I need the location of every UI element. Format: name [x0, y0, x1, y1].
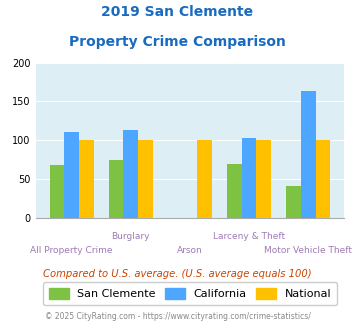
Text: 2019 San Clemente: 2019 San Clemente	[102, 5, 253, 19]
Bar	[197, 140, 212, 218]
Legend: San Clemente, California, National: San Clemente, California, National	[43, 282, 337, 305]
Bar	[227, 163, 242, 218]
Bar	[286, 186, 301, 218]
Bar	[109, 160, 124, 218]
Bar	[138, 140, 153, 218]
Text: © 2025 CityRating.com - https://www.cityrating.com/crime-statistics/: © 2025 CityRating.com - https://www.city…	[45, 312, 310, 321]
Text: Compared to U.S. average. (U.S. average equals 100): Compared to U.S. average. (U.S. average …	[43, 269, 312, 279]
Bar	[50, 165, 64, 218]
Bar	[256, 140, 271, 218]
Bar	[316, 140, 330, 218]
Text: All Property Crime: All Property Crime	[31, 246, 113, 254]
Bar	[79, 140, 94, 218]
Text: Property Crime Comparison: Property Crime Comparison	[69, 35, 286, 49]
Text: Arson: Arson	[177, 246, 203, 254]
Bar	[242, 138, 256, 218]
Bar	[124, 130, 138, 218]
Bar	[301, 91, 316, 218]
Text: Larceny & Theft: Larceny & Theft	[213, 232, 285, 241]
Bar	[64, 132, 79, 218]
Text: Burglary: Burglary	[111, 232, 150, 241]
Text: Motor Vehicle Theft: Motor Vehicle Theft	[264, 246, 352, 254]
